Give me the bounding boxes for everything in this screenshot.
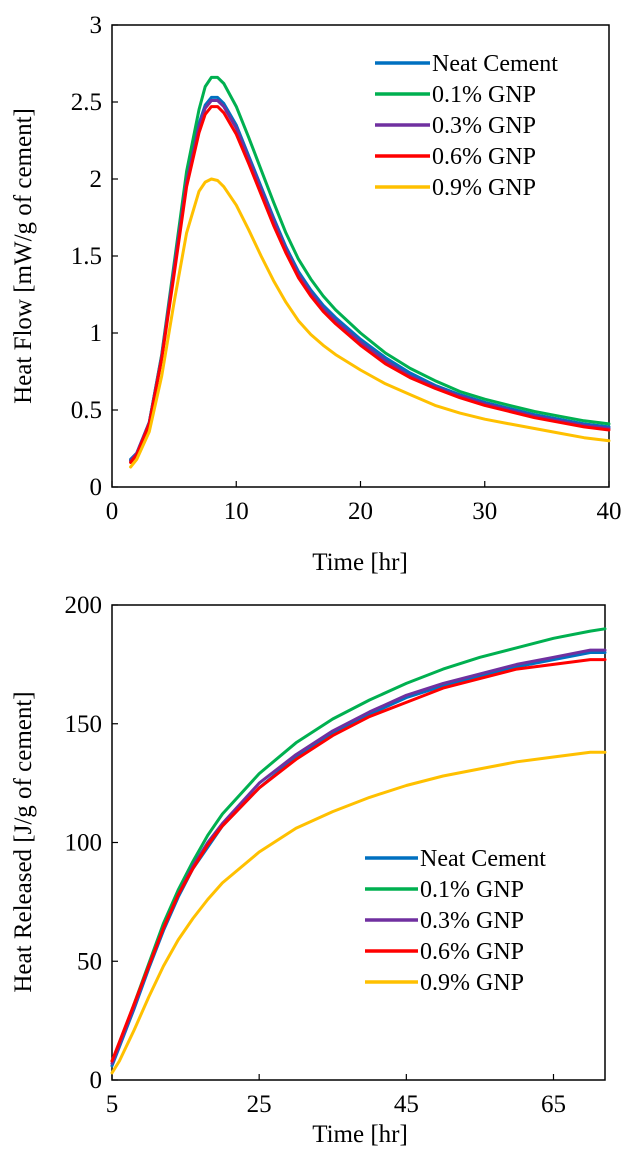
heat-flow-legend-label-0-1pct-gnp: 0.1% GNP (432, 82, 536, 108)
heat-released-x-tick-label: 45 (394, 1091, 419, 1118)
heat-flow-x-axis-label: Time [hr] (312, 549, 408, 576)
heat-flow-legend-label-0-6pct-gnp: 0.6% GNP (432, 144, 536, 170)
heat-flow-x-tick-label: 20 (348, 498, 373, 525)
heat-flow-x-tick-label: 0 (106, 498, 119, 525)
heat-flow-y-tick-label: 2 (90, 166, 103, 193)
heat-flow-legend-label-neat-cement: Neat Cement (432, 51, 558, 77)
heat-released-x-tick-label: 65 (541, 1091, 566, 1118)
heat-flow-chart: 0 10 20 30 40 0 0.5 1 1.5 2 2.5 3 Neat Cement 0.1% G… (10, 12, 622, 576)
heat-released-series (110, 627, 607, 1075)
heat-released-legend-label-0-9pct-gnp: 0.9% GNP (420, 970, 524, 996)
heat-released-legend-label-0-6pct-gnp: 0.6% GNP (420, 939, 524, 965)
heat-released-y-tick-label: 150 (65, 711, 103, 738)
heat-released-series-0-9pct-gnp (110, 750, 607, 1075)
heat-released-y-tick-label: 50 (77, 948, 102, 975)
heat-flow-ticks: 0 10 20 30 40 0 0.5 1 1.5 2 2.5 3 (71, 12, 622, 525)
heat-released-legend-label-0-1pct-gnp: 0.1% GNP (420, 877, 524, 903)
heat-flow-y-axis-label: Heat Flow [mW/g of cement] (10, 108, 37, 404)
heat-released-y-axis-label: Heat Released [J/g of cement] (10, 691, 37, 992)
heat-released-y-tick-label: 100 (65, 830, 103, 857)
heat-released-legend: Neat Cement 0.1% GNP 0.3% GNP 0.6% GNP 0.9% … (365, 846, 546, 996)
heat-released-y-tick-label: 0 (90, 1067, 103, 1094)
heat-released-legend-label-neat-cement: Neat Cement (420, 846, 546, 872)
heat-released-x-tick-label: 25 (247, 1091, 272, 1118)
heat-flow-y-tick-label: 0.5 (71, 397, 102, 424)
heat-released-x-axis-label: Time [hr] (312, 1121, 408, 1147)
heat-flow-y-tick-label: 3 (90, 12, 103, 39)
heat-flow-y-tick-label: 1.5 (71, 243, 102, 270)
heat-flow-legend: Neat Cement 0.1% GNP 0.3% GNP 0.6% GNP 0.9% … (375, 51, 558, 201)
heat-released-series-0-6pct-gnp (110, 658, 607, 1063)
heat-flow-series-0-9pct-gnp (129, 177, 611, 469)
heat-flow-y-tick-label: 1 (90, 320, 103, 347)
heat-flow-x-tick-label: 40 (597, 498, 622, 525)
heat-flow-x-tick-label: 30 (472, 498, 497, 525)
heat-flow-y-tick-label: 0 (90, 474, 103, 501)
heat-released-chart: 5 25 45 65 0 50 100 150 200 Neat Cement 0.1% GNP 0… (10, 592, 607, 1148)
heat-released-plot-area (111, 604, 606, 1081)
heat-released-legend-label-0-3pct-gnp: 0.3% GNP (420, 908, 524, 934)
heat-released-y-tick-label: 200 (65, 592, 103, 619)
heat-released-x-tick-label: 5 (106, 1091, 119, 1118)
heat-flow-y-tick-label: 2.5 (71, 89, 102, 116)
heat-flow-legend-label-0-3pct-gnp: 0.3% GNP (432, 113, 536, 139)
heat-flow-legend-label-0-9pct-gnp: 0.9% GNP (432, 175, 536, 201)
heat-flow-series-0-6pct-gnp (129, 105, 611, 464)
heat-flow-series-0-1pct-gnp (129, 75, 611, 463)
heat-flow-series (129, 75, 611, 469)
heat-released-ticks: 5 25 45 65 0 50 100 150 200 (65, 592, 566, 1118)
heat-flow-x-tick-label: 10 (224, 498, 249, 525)
